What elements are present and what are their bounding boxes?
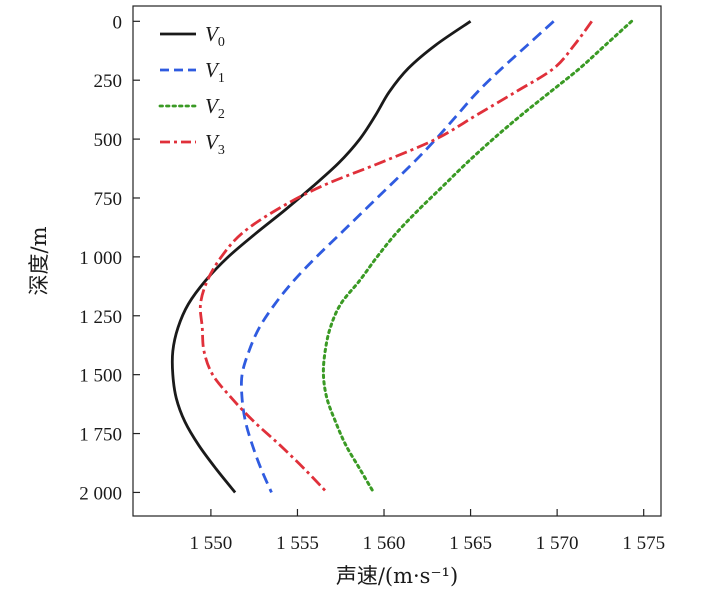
x-tick-label: 1 555: [276, 533, 319, 554]
x-axis: 1 550 1 555 1 560 1 565 1 570 1 575: [190, 509, 665, 554]
x-tick-label: 1 570: [536, 533, 579, 554]
x-axis-label: 声速/(m·s⁻¹): [336, 564, 458, 588]
y-tick-label: 0: [113, 12, 123, 33]
series-layer: [170, 19, 634, 494]
legend-label-v3: V3: [205, 130, 225, 158]
y-tick-label: 750: [94, 189, 123, 210]
legend-label-v1: V1: [205, 58, 225, 86]
legend-label-v0: V0: [205, 22, 225, 50]
series-line-v3: [198, 20, 593, 494]
series-line-v0: [170, 20, 472, 494]
y-tick-label: 1 250: [79, 307, 122, 328]
legend-label-v2: V2: [205, 94, 225, 122]
y-tick-label: 1 000: [79, 248, 122, 269]
series-line-v1: [240, 20, 555, 494]
legend: V0 V1 V2 V3: [158, 22, 225, 158]
y-axis: 0 250 500 750 1 000 1 250 1 500 1 750 2 000: [79, 12, 140, 504]
x-tick-label: 1 560: [363, 533, 406, 554]
x-tick-label: 1 550: [190, 533, 233, 554]
y-tick-label: 1 750: [79, 425, 122, 446]
y-axis-label: 深度/m: [27, 226, 51, 295]
y-tick-label: 500: [94, 130, 123, 151]
x-tick-label: 1 575: [622, 533, 665, 554]
plot-frame: [132, 5, 662, 517]
x-tick-label: 1 565: [449, 533, 492, 554]
y-tick-label: 1 500: [79, 366, 122, 387]
series-line-v2: [321, 19, 634, 494]
y-tick-label: 2 000: [79, 483, 122, 504]
y-tick-label: 250: [94, 71, 123, 92]
